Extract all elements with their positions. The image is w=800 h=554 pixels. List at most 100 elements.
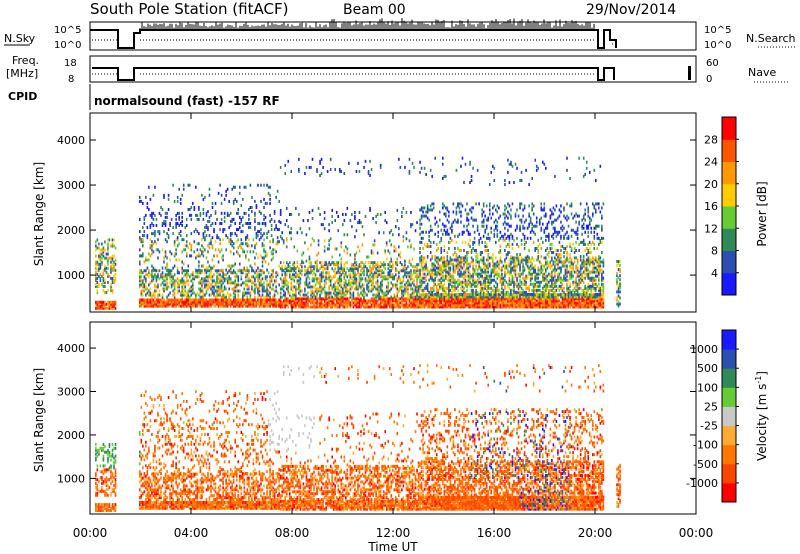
echo-cell [107, 242, 109, 246]
echo-cell [284, 279, 287, 283]
echo-cell [167, 234, 170, 238]
echo-cell [488, 212, 491, 216]
echo-cell [107, 260, 109, 264]
echo-cell [154, 185, 156, 189]
echo-cell [249, 264, 252, 268]
echo-cell [319, 279, 321, 283]
echo-cell [354, 301, 356, 305]
echo-cell [501, 284, 503, 288]
echo-cell [260, 228, 262, 232]
echo-cell [470, 303, 473, 307]
echo-cell [217, 304, 220, 308]
echo-cell [323, 289, 326, 293]
echo-cell [276, 271, 279, 275]
echo-cell [414, 295, 417, 299]
echo-cell [482, 276, 485, 280]
echo-cell [411, 295, 414, 299]
echo-cell [460, 305, 462, 309]
echo-cell [272, 240, 274, 244]
echo-cell [196, 271, 199, 275]
echo-cell [372, 273, 374, 277]
echo-cell [234, 304, 237, 308]
echo-cell [328, 277, 330, 281]
echo-cell [411, 281, 414, 285]
echo-cell [202, 264, 205, 268]
echo-cell [454, 301, 456, 305]
echo-cell [341, 212, 344, 216]
echo-cell [310, 269, 312, 273]
echo-cell [323, 263, 326, 267]
echo-cell [288, 293, 291, 297]
echo-cell [475, 303, 477, 307]
echo-cell [381, 295, 383, 299]
echo-cell [160, 275, 162, 279]
echo-cell [445, 268, 447, 272]
echo-cell [323, 217, 326, 221]
echo-cell [323, 267, 326, 271]
echo-cell [104, 291, 106, 295]
echo-cell [435, 272, 438, 276]
echo-cell [425, 264, 427, 268]
echo-cell [501, 276, 503, 280]
echo-cell [95, 306, 97, 310]
echo-cell [460, 274, 462, 278]
echo-cell [341, 289, 344, 293]
echo-cell [381, 279, 383, 283]
echo-cell [475, 305, 477, 309]
echo-cell [188, 275, 191, 279]
echo-cell [351, 281, 353, 285]
echo-cell [187, 295, 190, 299]
echo-cell [441, 299, 444, 303]
echo-cell [207, 275, 209, 279]
echo-cell [220, 268, 223, 272]
echo-cell [176, 302, 179, 306]
echo-cell [437, 224, 440, 228]
echo-cell [228, 293, 230, 297]
echo-cell [495, 264, 497, 268]
echo-cell [513, 268, 515, 272]
echo-cell [308, 165, 311, 169]
echo-cell [461, 297, 464, 301]
echo-cell [355, 283, 358, 287]
echo-cell [504, 183, 506, 187]
echo-cell [461, 288, 464, 292]
echo-cell [501, 282, 503, 286]
echo-cell [354, 303, 356, 307]
echo-cell [488, 297, 491, 301]
echo-cell [473, 280, 476, 284]
echo-cell [481, 212, 483, 216]
echo-cell [411, 273, 414, 277]
echo-cell [160, 302, 162, 306]
echo-cell [426, 303, 429, 307]
echo-cell [243, 298, 246, 302]
echo-cell [252, 298, 255, 302]
echo-cell [372, 261, 374, 265]
echo-cell [320, 279, 323, 283]
echo-cell [348, 273, 350, 277]
echo-cell [258, 300, 261, 304]
echo-cell [388, 297, 391, 301]
echo-cell [470, 216, 473, 220]
echo-cell [473, 236, 476, 240]
echo-cell [429, 240, 432, 244]
echo-cell [446, 274, 449, 278]
echo-cell [279, 267, 282, 271]
echo-cell [451, 305, 453, 309]
echo-cell [323, 295, 326, 299]
echo-cell [501, 274, 503, 278]
echo-cell [340, 261, 343, 265]
echo-cell [352, 291, 355, 295]
echo-cell [307, 305, 309, 309]
echo-cell [434, 292, 437, 296]
echo-cell [454, 286, 456, 290]
echo-cell [340, 275, 343, 279]
echo-cell [323, 227, 326, 231]
echo-cell [484, 278, 487, 282]
echo-cell [346, 251, 349, 255]
echo-cell [213, 287, 215, 291]
freq-panel [89, 55, 697, 83]
echo-cell [411, 287, 414, 291]
echo-cell [101, 304, 103, 308]
echo-cell [449, 266, 452, 270]
echo-cell [146, 298, 149, 302]
